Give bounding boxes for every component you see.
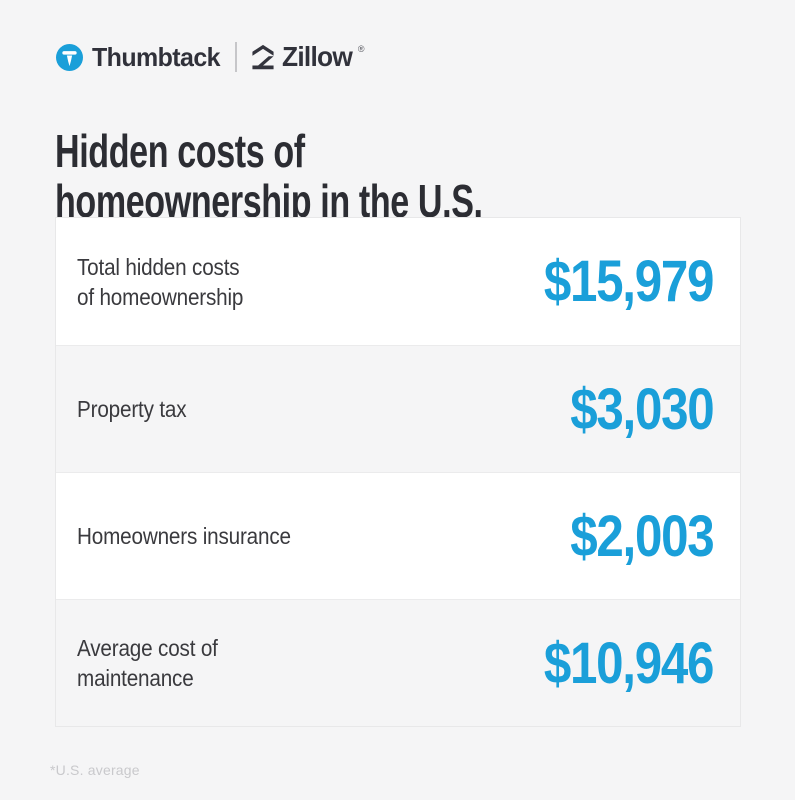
- table-row-total-hidden-costs: Total hidden costs of homeownership $15,…: [56, 218, 740, 345]
- row-label: Homeowners insurance: [77, 523, 291, 549]
- row-value: $15,979: [543, 249, 715, 314]
- row-label: Property tax: [77, 396, 187, 422]
- cost-table: Total hidden costs of homeownership $15,…: [55, 217, 741, 727]
- row-label: Total hidden costs of homeownership: [77, 253, 244, 310]
- row-value: $10,946: [543, 630, 715, 696]
- brand-logos: Thumbtack Zillow ®: [56, 41, 365, 72]
- logo-divider: [235, 42, 238, 72]
- zillow-icon: [250, 44, 276, 70]
- thumbtack-wordmark: Thumbtack: [92, 41, 221, 72]
- table-row-property-tax: Property tax $3,030: [56, 345, 740, 472]
- row-value: $3,030: [569, 376, 714, 442]
- footnote: *U.S. average: [50, 762, 140, 778]
- zillow-wordmark: Zillow: [282, 41, 353, 72]
- thumbtack-icon: [56, 43, 83, 71]
- row-value: $2,003: [569, 503, 714, 569]
- registered-trademark-mark: ®: [357, 44, 365, 54]
- page-title: Hidden costs of homeownership in the U.S…: [55, 124, 483, 227]
- table-row-homeowners-insurance: Homeowners insurance $2,003: [56, 472, 740, 599]
- table-row-average-maintenance: Average cost of maintenance $10,946: [56, 599, 740, 726]
- row-label: Average cost of maintenance: [77, 635, 218, 691]
